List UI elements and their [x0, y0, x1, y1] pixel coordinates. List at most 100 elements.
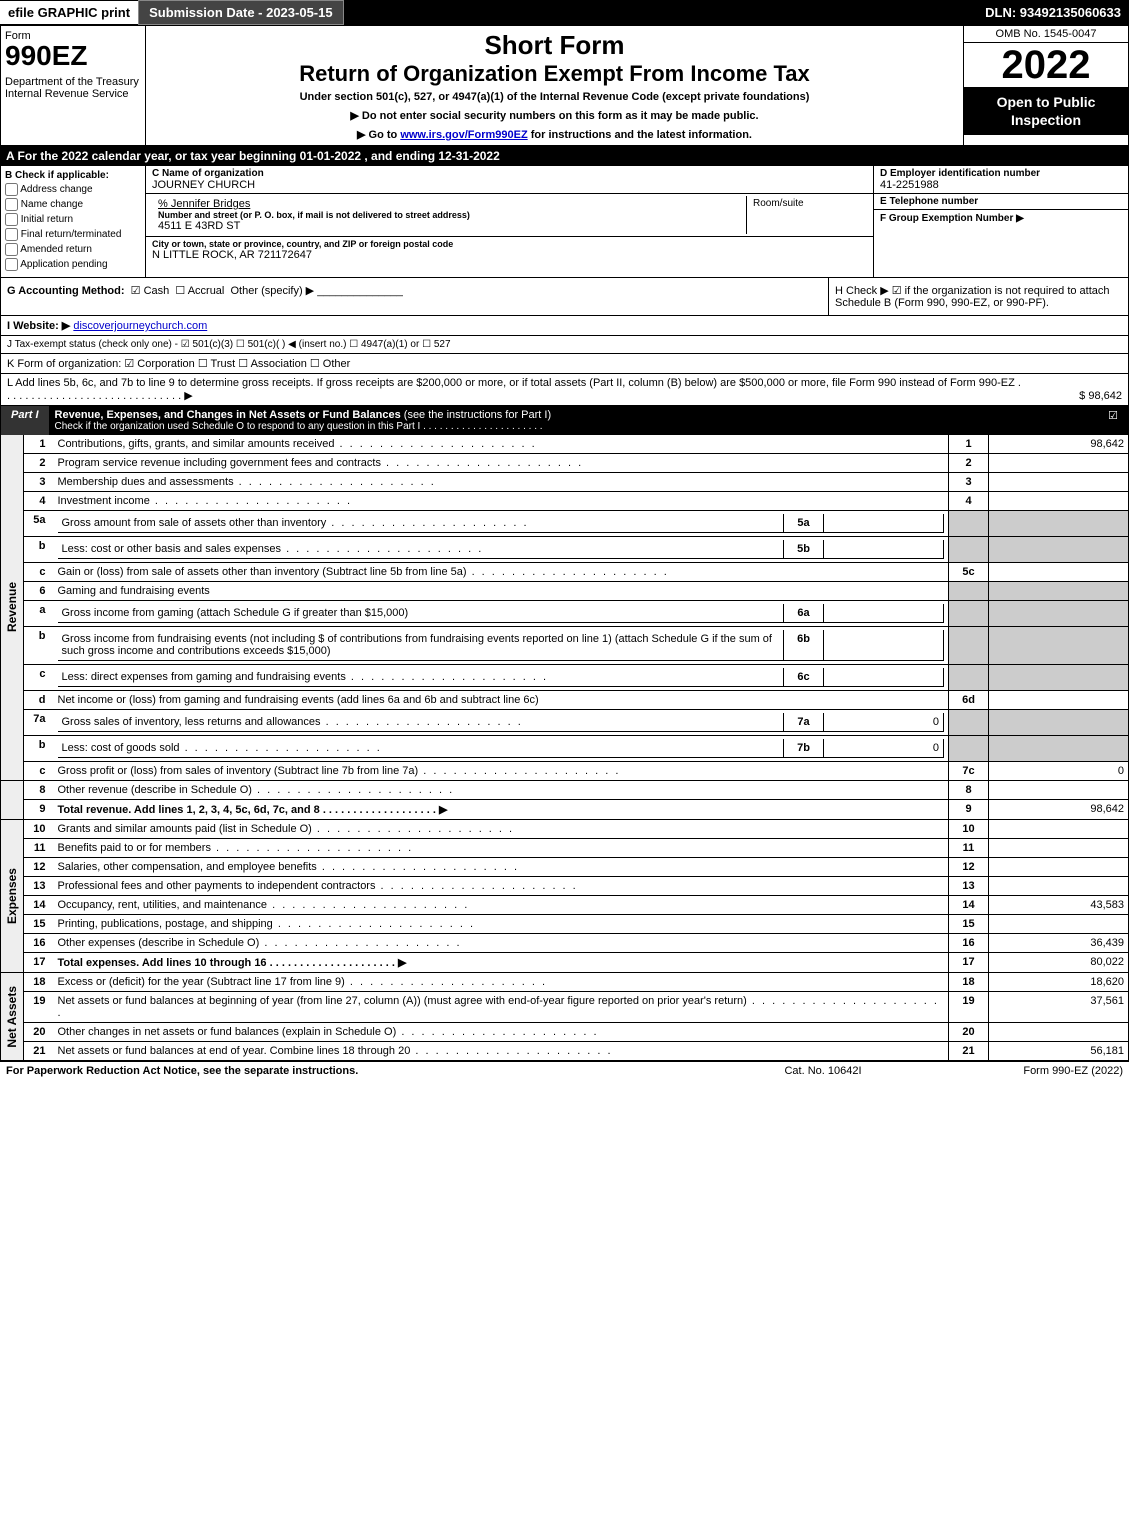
chk-name-change[interactable]: Name change: [5, 198, 141, 211]
num-5a-grey: [949, 511, 989, 537]
val-5b-grey: [989, 537, 1129, 563]
desc-3: Membership dues and assessments: [54, 473, 949, 492]
ln-14: 14: [24, 896, 54, 915]
num-16: 16: [949, 934, 989, 953]
chk-initial[interactable]: Initial return: [5, 213, 141, 226]
website-link[interactable]: discoverjourneychurch.com: [73, 320, 207, 332]
submission-date: Submission Date - 2023-05-15: [138, 0, 344, 25]
num-20: 20: [949, 1023, 989, 1042]
val-14: 43,583: [989, 896, 1129, 915]
num-5c: 5c: [949, 563, 989, 582]
ln-6a: a: [24, 601, 54, 627]
desc-7c: Gross profit or (loss) from sales of inv…: [54, 762, 949, 781]
line-4: 4Investment income4: [1, 492, 1129, 511]
chk-pending[interactable]: Application pending: [5, 258, 141, 271]
col-b: B Check if applicable: Address change Na…: [1, 166, 146, 277]
desc-5b-wrap: Less: cost or other basis and sales expe…: [54, 537, 949, 563]
line-9: 9Total revenue. Add lines 1, 2, 3, 4, 5c…: [1, 800, 1129, 820]
num-3: 3: [949, 473, 989, 492]
title-return: Return of Organization Exempt From Incom…: [150, 61, 959, 87]
title-short-form: Short Form: [150, 30, 959, 61]
desc-8: Other revenue (describe in Schedule O): [54, 781, 949, 800]
desc-5c: Gain or (loss) from sale of assets other…: [54, 563, 949, 582]
side-na-label: Net Assets: [5, 986, 19, 1048]
side-exp-label: Expenses: [5, 868, 19, 924]
line-13: 13Professional fees and other payments t…: [1, 877, 1129, 896]
line-7b: bLess: cost of goods sold7b0: [1, 736, 1129, 762]
line-15: 15Printing, publications, postage, and s…: [1, 915, 1129, 934]
num-11: 11: [949, 839, 989, 858]
ln-13: 13: [24, 877, 54, 896]
desc-6a-wrap: Gross income from gaming (attach Schedul…: [54, 601, 949, 627]
c-name-label: C Name of organization: [152, 168, 867, 179]
line-1: Revenue 1 Contributions, gifts, grants, …: [1, 435, 1129, 454]
ln-6d: d: [24, 691, 54, 710]
line-5c: cGain or (loss) from sale of assets othe…: [1, 563, 1129, 582]
chk-address-change[interactable]: Address change: [5, 183, 141, 196]
ln-9: 9: [24, 800, 54, 820]
part-i-title: Revenue, Expenses, and Changes in Net As…: [49, 406, 1098, 435]
num-7a-grey: [949, 710, 989, 736]
val-6a-grey: [989, 601, 1129, 627]
ln-8: 8: [24, 781, 54, 800]
opt-address: Address change: [20, 184, 92, 195]
f-label: F Group Exemption Number ▶: [880, 213, 1024, 224]
d-label: D Employer identification number: [880, 168, 1122, 179]
line-6: 6Gaming and fundraising events: [1, 582, 1129, 601]
val-7b-grey: [989, 736, 1129, 762]
ln-16: 16: [24, 934, 54, 953]
ln-15: 15: [24, 915, 54, 934]
num-8: 8: [949, 781, 989, 800]
form-header: Form 990EZ Department of the Treasury In…: [0, 25, 1129, 146]
ln-12: 12: [24, 858, 54, 877]
dln: DLN: 93492135060633: [977, 1, 1129, 24]
row-a: A For the 2022 calendar year, or tax yea…: [0, 146, 1129, 166]
line-7a: 7aGross sales of inventory, less returns…: [1, 710, 1129, 736]
sval-5a: [824, 514, 944, 533]
desc-6d: Net income or (loss) from gaming and fun…: [54, 691, 949, 710]
footer-cat: Cat. No. 10642I: [723, 1065, 923, 1077]
chk-amended[interactable]: Amended return: [5, 243, 141, 256]
e-label: E Telephone number: [880, 196, 1122, 207]
care-of: % Jennifer Bridges: [158, 198, 740, 210]
sub-6a: 6a: [784, 604, 824, 623]
ln-7a: 7a: [24, 710, 54, 736]
desc-20: Other changes in net assets or fund bala…: [54, 1023, 949, 1042]
val-11: [989, 839, 1129, 858]
ln-21: 21: [24, 1042, 54, 1061]
section-bcdef: B Check if applicable: Address change Na…: [0, 166, 1129, 278]
g-accrual: Accrual: [188, 285, 225, 297]
sval-6b: [824, 630, 944, 661]
line-7c: cGross profit or (loss) from sales of in…: [1, 762, 1129, 781]
d-ein: D Employer identification number 41-2251…: [874, 166, 1128, 194]
org-name: JOURNEY CHURCH: [152, 179, 867, 191]
row-gh: G Accounting Method: ☑ Cash ☐ Accrual Ot…: [0, 278, 1129, 316]
row-a-text: A For the 2022 calendar year, or tax yea…: [6, 149, 500, 163]
ln-5a: 5a: [24, 511, 54, 537]
desc-2: Program service revenue including govern…: [54, 454, 949, 473]
ln-5b: b: [24, 537, 54, 563]
ln-6b: b: [24, 627, 54, 665]
val-4: [989, 492, 1129, 511]
desc-16: Other expenses (describe in Schedule O): [54, 934, 949, 953]
l-text: L Add lines 5b, 6c, and 7b to line 9 to …: [7, 377, 1022, 402]
irs-link[interactable]: www.irs.gov/Form990EZ: [400, 129, 527, 141]
subtitle: Under section 501(c), 527, or 4947(a)(1)…: [150, 91, 959, 103]
ln-6c: c: [24, 665, 54, 691]
line-12: 12Salaries, other compensation, and empl…: [1, 858, 1129, 877]
side-netassets: Net Assets: [1, 973, 24, 1061]
line-10: Expenses10Grants and similar amounts pai…: [1, 820, 1129, 839]
part-i-checkbox[interactable]: ☑: [1098, 406, 1128, 435]
ln-10: 10: [24, 820, 54, 839]
sval-7b: 0: [824, 739, 944, 758]
side-rev-cont: [1, 781, 24, 820]
desc-5a: Gross amount from sale of assets other t…: [58, 514, 784, 533]
city-label: City or town, state or province, country…: [152, 239, 867, 249]
line-2: 2Program service revenue including gover…: [1, 454, 1129, 473]
street-label: Number and street (or P. O. box, if mail…: [158, 210, 740, 220]
desc-21: Net assets or fund balances at end of ye…: [54, 1042, 949, 1061]
chk-final[interactable]: Final return/terminated: [5, 228, 141, 241]
val-1: 98,642: [989, 435, 1129, 454]
num-21: 21: [949, 1042, 989, 1061]
efile-label[interactable]: efile GRAPHIC print: [0, 1, 138, 24]
